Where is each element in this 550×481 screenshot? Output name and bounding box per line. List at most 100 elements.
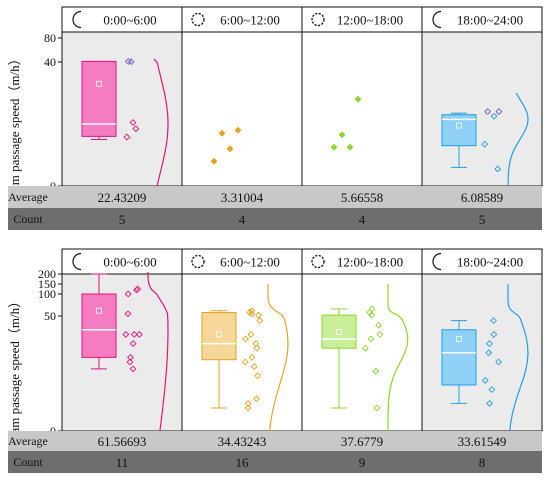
plot-panel-3 [301, 31, 423, 187]
data-point [134, 285, 142, 293]
data-point [368, 311, 376, 319]
moon-icon [432, 252, 442, 271]
y-tick-label: 40 [44, 55, 56, 69]
plot-panel-2 [181, 31, 303, 187]
data-point [126, 358, 134, 366]
data-point [494, 165, 502, 173]
data-point [252, 340, 260, 348]
series-3 [321, 284, 409, 431]
mean-marker [456, 336, 462, 342]
count-value: 11 [116, 455, 129, 470]
panel-header [301, 6, 423, 33]
moon-icon [72, 10, 82, 29]
average-row-label: Average [8, 190, 48, 204]
data-point [124, 57, 132, 65]
data-point [490, 112, 498, 120]
panel-header-label: 6:00~12:00 [220, 13, 280, 28]
box [201, 311, 237, 361]
moon-icon [432, 10, 442, 29]
y-tick-label: 100 [38, 287, 56, 301]
count-value: 4 [359, 212, 366, 227]
data-point [495, 108, 503, 116]
series-1 [81, 57, 169, 187]
data-point [375, 321, 382, 329]
series-4 [441, 284, 529, 432]
data-point [247, 330, 255, 338]
mean-marker [216, 331, 222, 338]
count-row-label: Count [13, 212, 43, 226]
data-point [346, 143, 354, 151]
moon-icon [72, 252, 82, 271]
panel-header-label: 0:00~6:00 [103, 13, 156, 28]
y-tick-label: 150 [38, 277, 56, 291]
data-point [124, 290, 132, 298]
count-value: 16 [236, 455, 250, 470]
panel-header-label: 0:00~6:00 [103, 255, 156, 270]
data-point [241, 335, 249, 343]
data-point [127, 58, 135, 66]
series-3 [330, 95, 362, 151]
data-point [130, 330, 138, 338]
data-point [129, 340, 137, 348]
panel-header-label: 12:00~18:00 [337, 255, 403, 270]
sun-icon [311, 254, 325, 269]
sun-icon [191, 254, 205, 269]
average-value: 61.56693 [98, 434, 147, 449]
data-point [135, 330, 143, 338]
average-value: 33.61549 [458, 434, 507, 449]
data-point [246, 309, 254, 316]
data-point [132, 125, 140, 133]
data-point [495, 358, 503, 366]
panel-header [301, 248, 423, 275]
data-point [226, 145, 234, 153]
panel-header-label: 6:00~12:00 [220, 255, 280, 270]
data-point [210, 157, 218, 165]
data-point [481, 376, 489, 384]
mean-marker [96, 307, 102, 314]
series-2 [210, 126, 242, 165]
plot-panel-2 [181, 273, 303, 432]
panel-header [61, 6, 183, 33]
plot-panel-1 [61, 273, 183, 432]
y-tick-label: 50 [44, 309, 56, 323]
series-1 [81, 272, 169, 432]
mean-marker [96, 80, 102, 87]
data-point [367, 335, 375, 343]
density-curve [147, 272, 169, 432]
data-point [253, 344, 261, 352]
count-row-label: Count [13, 455, 43, 469]
mean-marker [456, 122, 462, 129]
plot-panel-3 [301, 273, 423, 432]
average-value: 5.66558 [341, 190, 383, 205]
data-point [248, 353, 256, 361]
data-point [250, 363, 258, 371]
data-point [486, 399, 494, 407]
data-point [486, 340, 493, 348]
panel-header [181, 6, 303, 33]
sun-icon [191, 12, 205, 27]
data-point [373, 404, 381, 412]
data-point [488, 386, 496, 394]
data-point [248, 307, 256, 315]
data-point [234, 126, 242, 134]
y-axis-label: Upstream passage speed（m/h） [7, 52, 22, 225]
data-point [256, 317, 264, 325]
data-point [127, 353, 134, 361]
data-point [244, 399, 252, 407]
series-4 [441, 92, 529, 186]
data-point [481, 140, 489, 148]
data-point [372, 367, 380, 375]
count-value: 4 [239, 212, 246, 227]
density-curve [507, 284, 529, 432]
data-point [218, 129, 226, 137]
data-point [124, 310, 132, 318]
average-value: 37.6779 [341, 434, 383, 449]
sun-icon [311, 12, 325, 27]
panel-header [181, 248, 303, 275]
panel-header-label: 18:00~24:00 [457, 255, 523, 270]
count-row [8, 451, 542, 473]
average-row-label: Average [8, 434, 48, 448]
count-value: 5 [119, 212, 126, 227]
data-point [123, 133, 131, 141]
plot-panel-4 [421, 273, 543, 432]
